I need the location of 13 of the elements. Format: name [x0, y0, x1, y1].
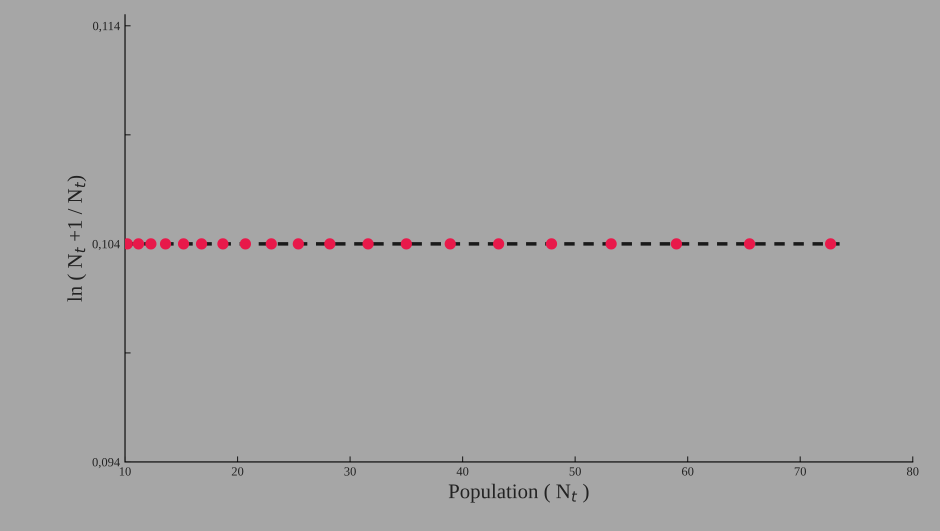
- x-tick-label: 70: [794, 467, 806, 476]
- y-tick-label: 0,094: [92, 458, 120, 468]
- x-tick-label: 30: [344, 467, 356, 476]
- y-axis-title: ln ( N$_{t}$ +1 / N$_{t}$): [67, 176, 86, 302]
- x-axis-title: Population ( N$_{t}$ ): [448, 484, 589, 503]
- x-tick-label: 10: [120, 467, 131, 476]
- x-tick-label: 50: [570, 467, 581, 476]
- y-tick-label: 0,114: [92, 22, 120, 32]
- y-tick-label: 0,104: [92, 240, 120, 250]
- x-tick-label: 20: [232, 467, 244, 476]
- x-tick-label: 60: [682, 467, 694, 476]
- x-tick-label: 80: [906, 467, 919, 476]
- x-tick-label: 40: [456, 467, 468, 476]
